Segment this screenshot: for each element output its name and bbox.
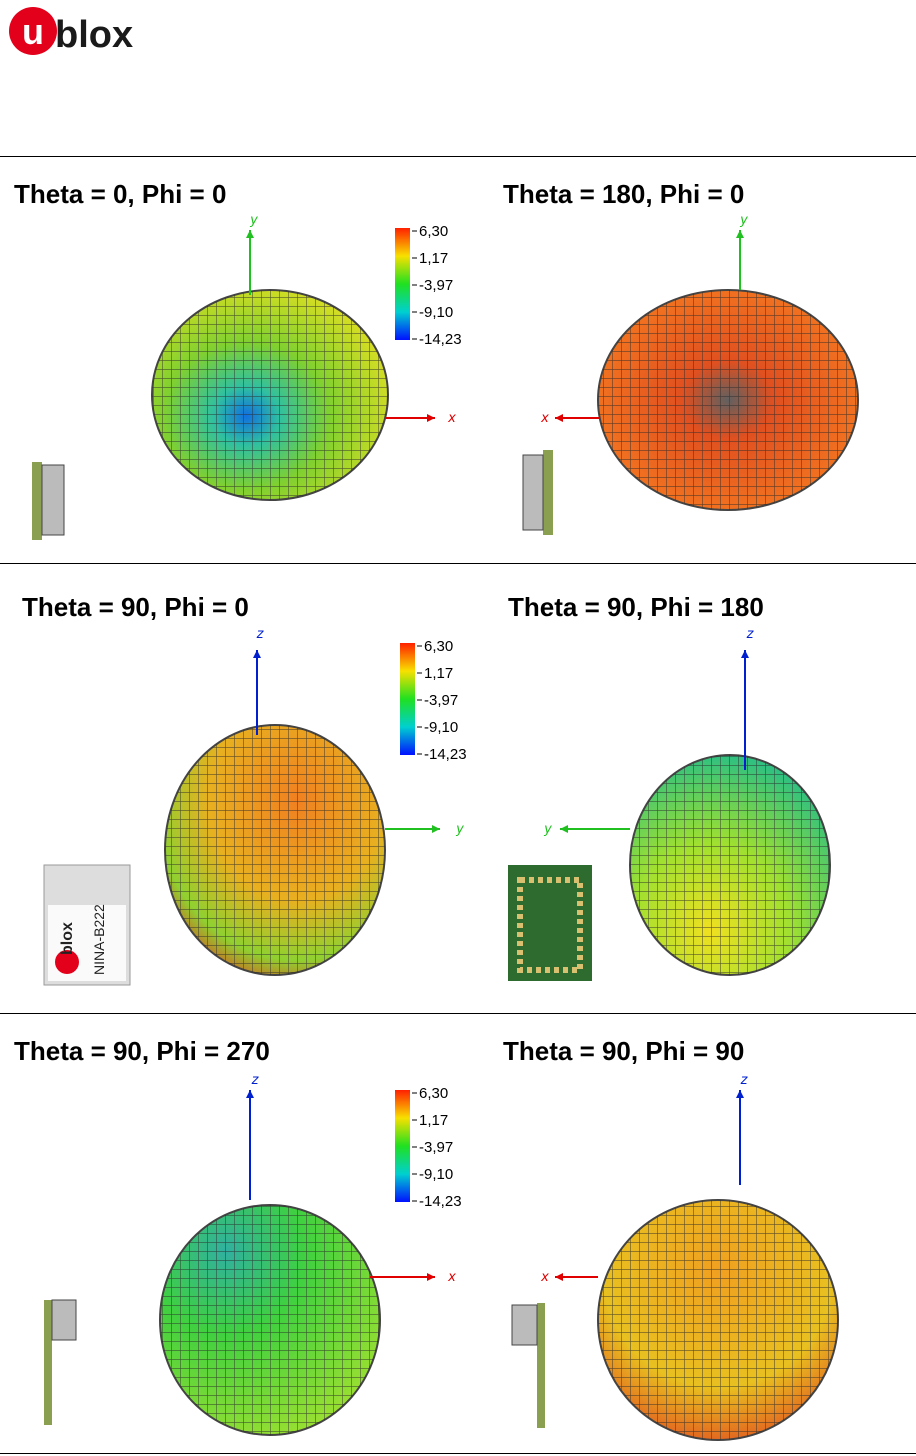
panel-title: Theta = 90, Phi = 270 bbox=[14, 1036, 270, 1066]
axis-label: x bbox=[447, 1270, 456, 1285]
panel-title: Theta = 90, Phi = 90 bbox=[503, 1036, 744, 1066]
colorbar-label: 1,17 bbox=[424, 665, 453, 682]
colorbar-label: 6,30 bbox=[419, 223, 448, 240]
pattern-mesh bbox=[598, 1200, 838, 1440]
axis-label: z bbox=[256, 627, 265, 642]
module-name: NINA-B222 bbox=[91, 904, 107, 975]
colorbar-label: -14,23 bbox=[424, 746, 467, 763]
arrow-head bbox=[246, 1090, 254, 1098]
arrow-head bbox=[560, 825, 568, 833]
logo-mark: u bbox=[22, 11, 44, 52]
colorbar-label: -3,97 bbox=[424, 692, 458, 709]
colorbar-label: -3,97 bbox=[419, 1139, 453, 1156]
arrow-head bbox=[741, 650, 749, 658]
colorbar-label: -9,10 bbox=[419, 1166, 453, 1183]
arrow-head bbox=[432, 825, 440, 833]
axis-label: y bbox=[543, 822, 552, 837]
colorbar-label: 6,30 bbox=[424, 638, 453, 655]
axis-label: x bbox=[447, 411, 456, 426]
colorbar-label: -14,23 bbox=[419, 1193, 462, 1210]
pattern-mesh bbox=[152, 290, 388, 500]
colorbar-label: 6,30 bbox=[419, 1085, 448, 1102]
axis-label: z bbox=[251, 1073, 260, 1088]
colorbar-label: 1,17 bbox=[419, 250, 448, 267]
panel-title: Theta = 180, Phi = 0 bbox=[503, 179, 744, 209]
module-side bbox=[32, 450, 553, 1428]
arrow-head bbox=[555, 1273, 563, 1281]
logo-circle bbox=[9, 7, 57, 55]
colorbar-label: -3,97 bbox=[419, 277, 453, 294]
axis-label: y bbox=[249, 213, 258, 228]
pattern-mesh bbox=[160, 1205, 380, 1435]
colorbar bbox=[400, 643, 415, 755]
arrow-head bbox=[736, 230, 744, 238]
module-top: blox NINA-B222 bbox=[43, 864, 592, 986]
module-brand: blox bbox=[59, 922, 76, 955]
axis-label: y bbox=[739, 213, 748, 228]
logo-text: blox bbox=[55, 14, 133, 56]
arrow-head bbox=[736, 1090, 744, 1098]
colorbar-label: -9,10 bbox=[419, 304, 453, 321]
colorbar-label: -14,23 bbox=[419, 331, 462, 348]
axis-label: z bbox=[740, 1073, 749, 1088]
logo: u blox bbox=[9, 7, 133, 56]
colorbar-label: -9,10 bbox=[424, 719, 458, 736]
panel-title: Theta = 90, Phi = 0 bbox=[22, 592, 249, 622]
colorbar bbox=[395, 1090, 410, 1202]
arrow-head bbox=[427, 414, 435, 422]
axis-label: x bbox=[540, 1270, 549, 1285]
pattern-mesh bbox=[165, 725, 385, 975]
colorbar-label: 1,17 bbox=[419, 1112, 448, 1129]
axis-label: y bbox=[455, 822, 464, 837]
colorbar bbox=[395, 228, 410, 340]
arrow-head bbox=[253, 650, 261, 658]
pattern-mesh bbox=[630, 755, 830, 975]
arrow-head bbox=[427, 1273, 435, 1281]
pattern-mesh bbox=[598, 290, 858, 510]
axis-label: x bbox=[540, 411, 549, 426]
arrow-head bbox=[555, 414, 563, 422]
axis-label: z bbox=[746, 627, 755, 642]
arrow-head bbox=[246, 230, 254, 238]
panel-title: Theta = 90, Phi = 180 bbox=[508, 592, 764, 622]
panel-title: Theta = 0, Phi = 0 bbox=[14, 179, 226, 209]
